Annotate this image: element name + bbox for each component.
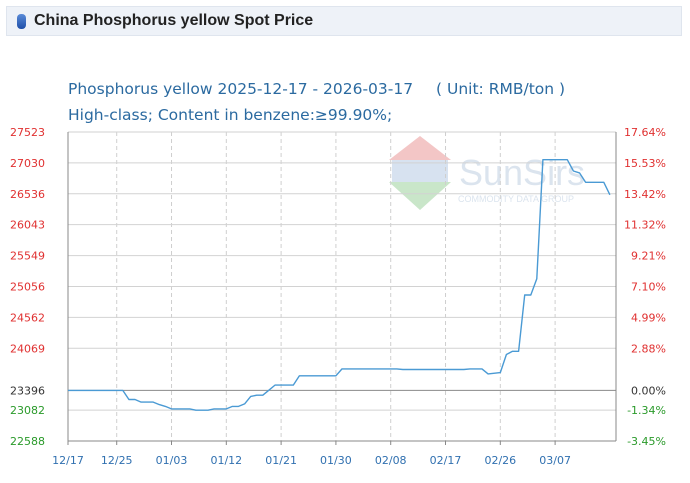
- y-tick-label-left: 22588: [10, 435, 45, 448]
- cylinder-icon: [17, 14, 26, 29]
- y-tick-label-right: 9.21%: [631, 250, 666, 263]
- y-tick-label-left: 27523: [10, 126, 45, 139]
- watermark-logo-top: [389, 136, 451, 160]
- page-header: China Phosphorus yellow Spot Price: [6, 6, 682, 36]
- x-tick-label: 12/25: [101, 454, 133, 467]
- x-tick-label: 02/26: [484, 454, 516, 467]
- y-tick-label-right: -1.34%: [627, 404, 666, 417]
- chart-title: Phosphorus yellow 2025-12-17 - 2026-03-1…: [68, 80, 414, 98]
- y-tick-label-left: 23082: [10, 404, 45, 417]
- y-tick-label-right: 7.10%: [631, 280, 666, 293]
- y-tick-label-left: 24069: [10, 342, 45, 355]
- y-tick-label-left: 26043: [10, 219, 45, 232]
- watermark-logo-bottom: [389, 182, 451, 210]
- x-tick-label: 01/12: [210, 454, 242, 467]
- x-tick-label: 12/17: [52, 454, 84, 467]
- y-tick-label-right: 11.32%: [624, 219, 666, 232]
- chart-unit: ( Unit: RMB/ton ): [436, 80, 566, 98]
- y-tick-label-right: 2.88%: [631, 342, 666, 355]
- y-tick-label-right: 13.42%: [624, 188, 666, 201]
- y-tick-label-left: 25056: [10, 280, 45, 293]
- price-series-line: [68, 158, 611, 411]
- x-tick-label: 01/03: [156, 454, 188, 467]
- y-tick-label-right: 15.53%: [624, 157, 666, 170]
- y-tick-label-right: 0.00%: [631, 384, 666, 397]
- y-tick-label-right: 17.64%: [624, 126, 666, 139]
- y-tick-label-left: 25549: [10, 250, 45, 263]
- y-tick-label-right: 4.99%: [631, 311, 666, 324]
- y-tick-label-left: 23396: [10, 384, 45, 397]
- chart-title-line2: High-class; Content in benzene:≥99.90%;: [68, 106, 393, 124]
- y-tick-label-left: 27030: [10, 157, 45, 170]
- page-title: China Phosphorus yellow Spot Price: [34, 12, 314, 29]
- x-tick-label: 02/08: [375, 454, 407, 467]
- x-tick-label: 01/21: [265, 454, 297, 467]
- watermark-name: SunSirs: [459, 152, 585, 193]
- x-tick-label: 03/07: [539, 454, 571, 467]
- y-tick-label-left: 24562: [10, 311, 45, 324]
- watermark-logo-mid: [392, 160, 448, 182]
- watermark-sub: COMMODITY DATA GROUP: [458, 194, 574, 204]
- y-tick-label-left: 26536: [10, 188, 45, 201]
- chart-title-line1: Phosphorus yellow 2025-12-17 - 2026-03-1…: [68, 80, 565, 98]
- x-tick-label: 01/30: [320, 454, 352, 467]
- x-tick-label: 02/17: [430, 454, 462, 467]
- y-tick-label-right: -3.45%: [627, 435, 666, 448]
